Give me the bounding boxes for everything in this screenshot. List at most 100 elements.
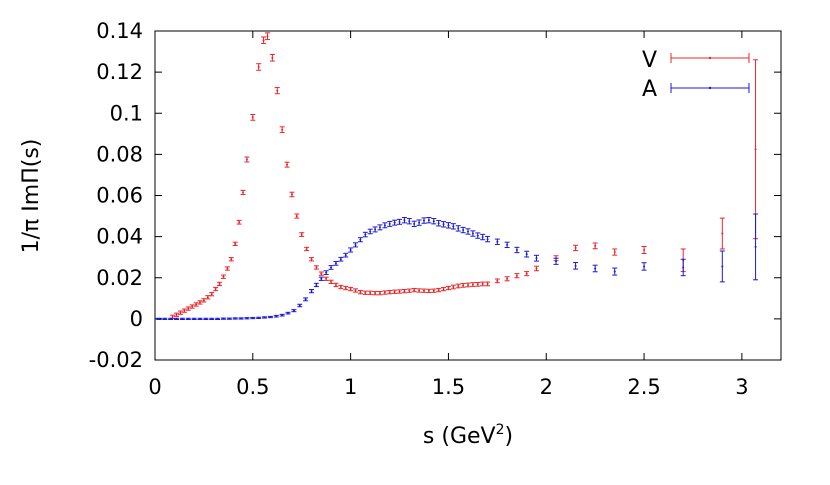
v-point — [177, 310, 183, 315]
x-tick-label: 1 — [344, 375, 357, 399]
a-point — [494, 238, 500, 245]
a-point — [279, 313, 285, 317]
a-point — [592, 264, 598, 273]
a-point — [401, 217, 407, 224]
v-point — [475, 281, 481, 287]
a-point — [411, 220, 417, 228]
v-point — [193, 302, 199, 307]
a-point — [372, 226, 378, 233]
y-axis-title: 1/π ImΠ(s) — [19, 139, 44, 254]
v-point — [197, 300, 203, 305]
a-point — [357, 237, 363, 243]
v-point — [213, 286, 219, 292]
v-point — [480, 281, 486, 287]
a-point — [455, 225, 461, 232]
v-point — [240, 189, 246, 195]
a-point — [426, 217, 432, 224]
v-point — [309, 257, 314, 262]
v-point — [397, 289, 403, 294]
v-point — [348, 286, 354, 292]
v-point — [411, 287, 417, 293]
a-point — [475, 232, 481, 239]
plot-frame — [154, 30, 782, 361]
v-point — [189, 304, 195, 309]
v-point — [441, 286, 447, 292]
x-tick-labels: 0 0.5 1 1.5 2 2.5 3 — [148, 375, 748, 399]
a-point — [162, 317, 168, 320]
legend: V A — [642, 48, 750, 102]
y-tick-label: 0 — [130, 307, 143, 331]
a-point — [156, 317, 162, 320]
v-point — [294, 213, 300, 219]
a-point — [238, 317, 244, 320]
a-point — [573, 262, 579, 270]
a-point — [377, 224, 383, 231]
v-point — [224, 266, 230, 271]
a-point — [533, 254, 539, 262]
a-point — [524, 250, 530, 258]
x-axis-title-superscript: 2 — [496, 422, 505, 438]
a-point — [719, 250, 725, 283]
a-point — [485, 235, 491, 243]
a-point — [318, 276, 324, 281]
x-tick-label: 0 — [148, 375, 161, 399]
legend-swatch-a — [670, 83, 750, 93]
a-point — [273, 314, 279, 318]
a-point — [480, 233, 486, 241]
y-tick-label: -0.02 — [89, 348, 143, 372]
a-point — [421, 217, 427, 224]
v-point — [269, 53, 275, 62]
y-tick-label: 0.12 — [96, 60, 143, 84]
y-tick-labels: -0.02 0 0.02 0.04 0.06 0.08 0.1 0.12 0.14 — [89, 19, 143, 372]
a-point — [309, 288, 314, 294]
series-a — [156, 213, 759, 320]
a-point — [232, 317, 238, 320]
v-point — [377, 291, 383, 296]
a-point — [406, 218, 412, 225]
a-point — [285, 311, 291, 315]
v-point — [244, 156, 250, 163]
legend-label-a: A — [642, 77, 657, 102]
a-point — [460, 226, 466, 234]
v-point — [284, 161, 290, 168]
v-point — [641, 245, 647, 254]
x-tick-label: 1.5 — [432, 375, 465, 399]
a-point — [168, 317, 174, 320]
v-point — [392, 289, 398, 294]
a-point — [291, 309, 297, 313]
a-point — [250, 316, 256, 320]
v-point — [494, 278, 500, 284]
v-point — [357, 289, 363, 295]
v-point — [455, 283, 461, 289]
a-point — [333, 261, 339, 266]
x-tick-label: 2.5 — [627, 375, 660, 399]
v-point — [485, 281, 491, 287]
v-point — [343, 285, 349, 291]
a-point — [362, 231, 368, 238]
a-point — [612, 267, 618, 276]
v-point — [353, 288, 359, 293]
v-point — [470, 282, 476, 287]
v-point — [753, 59, 759, 240]
x-axis-title-main: s (GeV — [423, 424, 496, 449]
v-point — [264, 32, 270, 40]
v-point — [205, 295, 211, 300]
x-axis-title: s (GeV2) — [423, 422, 513, 449]
y-tick-label: 0.08 — [96, 142, 143, 166]
a-point — [197, 317, 203, 320]
v-point — [217, 281, 223, 287]
v-point — [256, 63, 262, 71]
v-point — [406, 288, 412, 293]
v-point — [209, 292, 215, 297]
v-point — [514, 273, 520, 279]
a-point — [267, 315, 273, 319]
v-point — [220, 274, 226, 279]
x-axis-title-close: ) — [505, 424, 514, 449]
v-point — [279, 126, 285, 134]
a-point — [641, 262, 647, 271]
v-point — [313, 265, 319, 270]
a-point — [215, 317, 221, 320]
v-point — [318, 271, 324, 276]
v-point — [338, 284, 344, 290]
